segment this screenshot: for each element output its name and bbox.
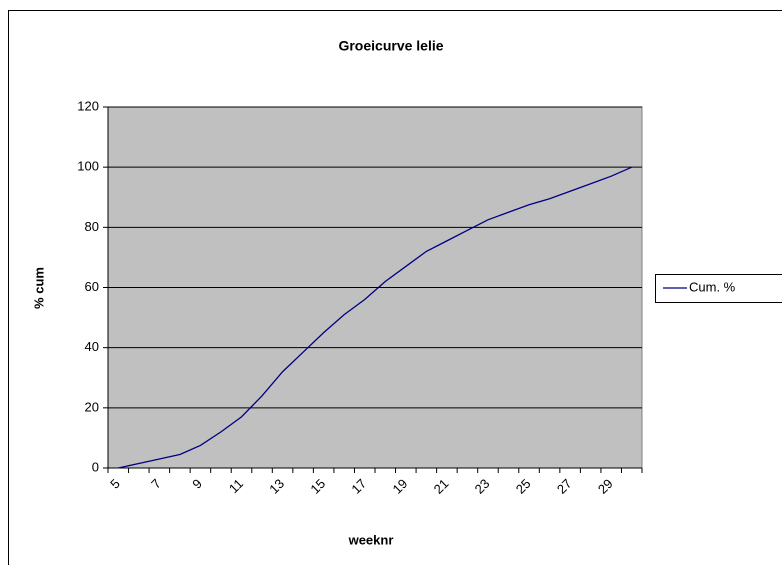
y-tick-label: 120 [77,98,99,113]
y-tick-label: 100 [77,159,99,174]
y-tick-label: 60 [85,279,99,294]
y-tick-label: 40 [85,339,99,354]
x-axis-label: weeknr [348,532,394,547]
y-tick-label: 80 [85,219,99,234]
y-axis-label: % cum [31,267,46,309]
y-tick-label: 20 [85,399,99,414]
legend-label: Cum. % [689,279,736,294]
chart-title: Groeicurve lelie [338,38,443,54]
series-line [118,166,632,469]
y-tick-label: 0 [92,459,99,474]
